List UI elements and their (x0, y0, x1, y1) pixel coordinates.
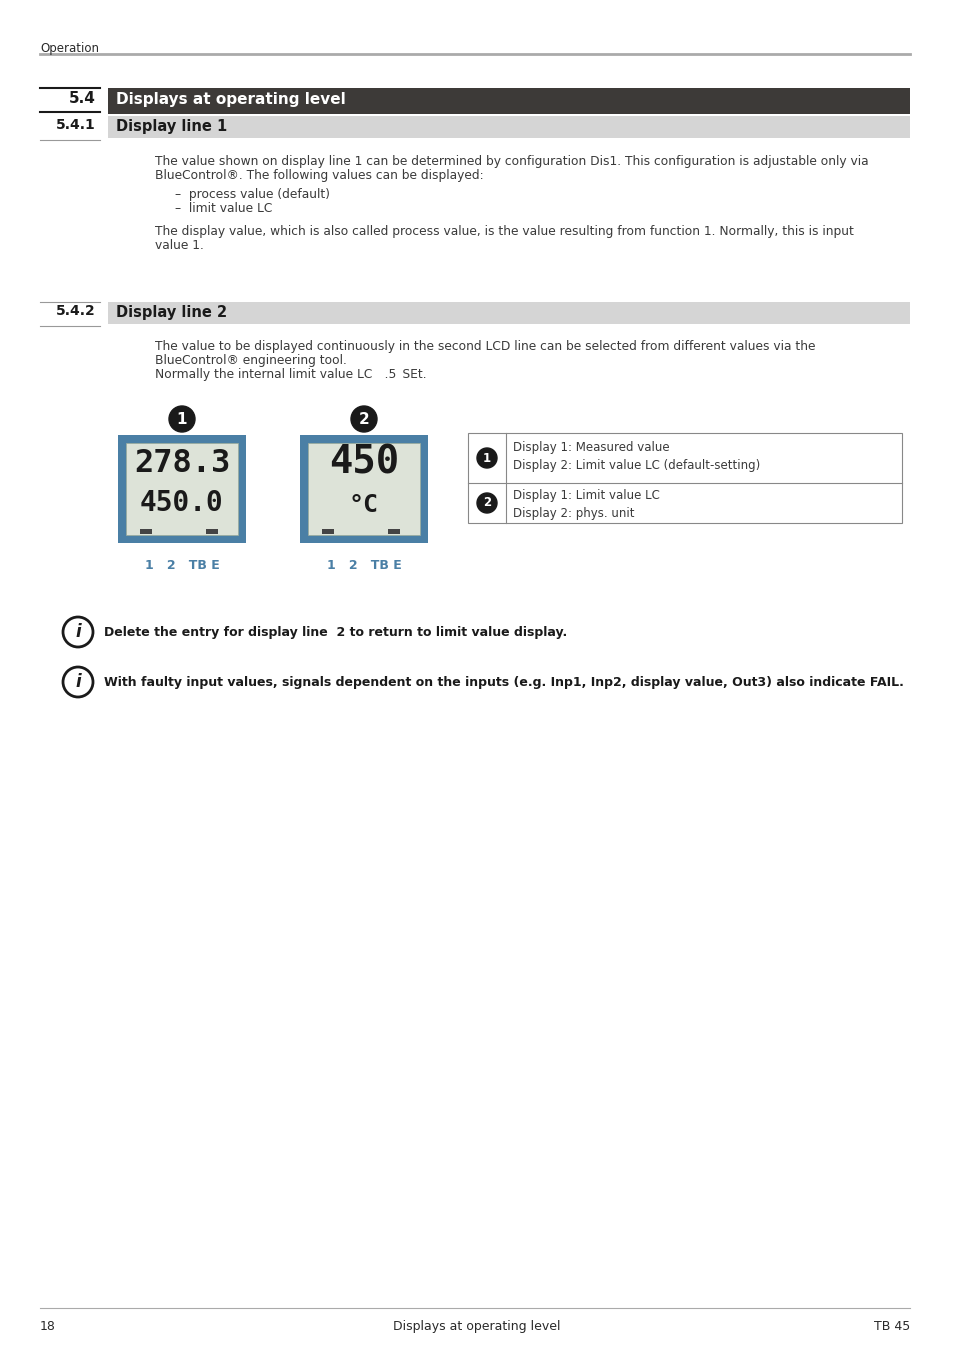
Bar (206, 529, 218, 535)
Text: Normally the internal limit value LC  .5 SEt.: Normally the internal limit value LC .5 … (154, 369, 426, 381)
Text: 1: 1 (176, 412, 187, 427)
Bar (108, 88, 909, 113)
Text: 450.0: 450.0 (140, 489, 224, 517)
Text: –  process value (default): – process value (default) (174, 188, 330, 201)
Text: The value shown on display line 1 can be determined by configuration Dis1. This : The value shown on display line 1 can be… (154, 155, 868, 167)
Bar (108, 302, 909, 324)
Bar (308, 443, 419, 535)
Text: TB 45: TB 45 (873, 1320, 909, 1332)
Text: 278.3: 278.3 (133, 447, 230, 478)
Text: Operation: Operation (40, 42, 99, 55)
Text: 1   2   TB E: 1 2 TB E (326, 559, 401, 572)
Text: BlueControl®. The following values can be displayed:: BlueControl®. The following values can b… (154, 169, 483, 182)
Bar (118, 435, 246, 543)
Text: BlueControl® engineering tool.: BlueControl® engineering tool. (154, 354, 347, 367)
Text: 2: 2 (482, 497, 491, 509)
Text: 5.4.2: 5.4.2 (56, 304, 96, 319)
Circle shape (476, 448, 497, 468)
Bar (126, 443, 237, 535)
Circle shape (351, 406, 376, 432)
Circle shape (476, 493, 497, 513)
Text: Displays at operating level: Displays at operating level (393, 1320, 560, 1332)
Text: 1: 1 (482, 451, 491, 464)
Bar (388, 529, 399, 535)
Text: The display value, which is also called process value, is the value resulting fr: The display value, which is also called … (154, 225, 853, 238)
Text: i: i (75, 622, 81, 641)
Text: Delete the entry for display line  2 to return to limit value display.: Delete the entry for display line 2 to r… (104, 626, 567, 639)
Circle shape (169, 406, 194, 432)
Text: 1   2   TB E: 1 2 TB E (145, 559, 219, 572)
Text: 5.4: 5.4 (69, 90, 96, 107)
Bar (299, 435, 428, 543)
Text: –  limit value LC: – limit value LC (174, 202, 273, 215)
Bar (322, 529, 334, 535)
Text: Display line 2: Display line 2 (116, 305, 227, 320)
Text: 18: 18 (40, 1320, 56, 1332)
Text: Displays at operating level: Displays at operating level (116, 92, 345, 107)
Text: °C: °C (349, 493, 378, 517)
Text: With faulty input values, signals dependent on the inputs (e.g. Inp1, Inp2, disp: With faulty input values, signals depend… (104, 676, 902, 688)
Text: 2: 2 (358, 412, 369, 427)
Text: The value to be displayed continuously in the second LCD line can be selected fr: The value to be displayed continuously i… (154, 340, 815, 352)
Text: 5.4.1: 5.4.1 (56, 117, 96, 132)
Bar (468, 433, 901, 522)
Text: value 1.: value 1. (154, 239, 204, 252)
Text: Display 1: Measured value
Display 2: Limit value LC (default-setting): Display 1: Measured value Display 2: Lim… (513, 441, 760, 472)
Bar (108, 116, 909, 138)
Text: i: i (75, 674, 81, 691)
Text: Display 1: Limit value LC
Display 2: phys. unit: Display 1: Limit value LC Display 2: phy… (513, 489, 659, 520)
Text: 450: 450 (329, 444, 398, 482)
Text: Display line 1: Display line 1 (116, 119, 227, 134)
Bar (140, 529, 152, 535)
